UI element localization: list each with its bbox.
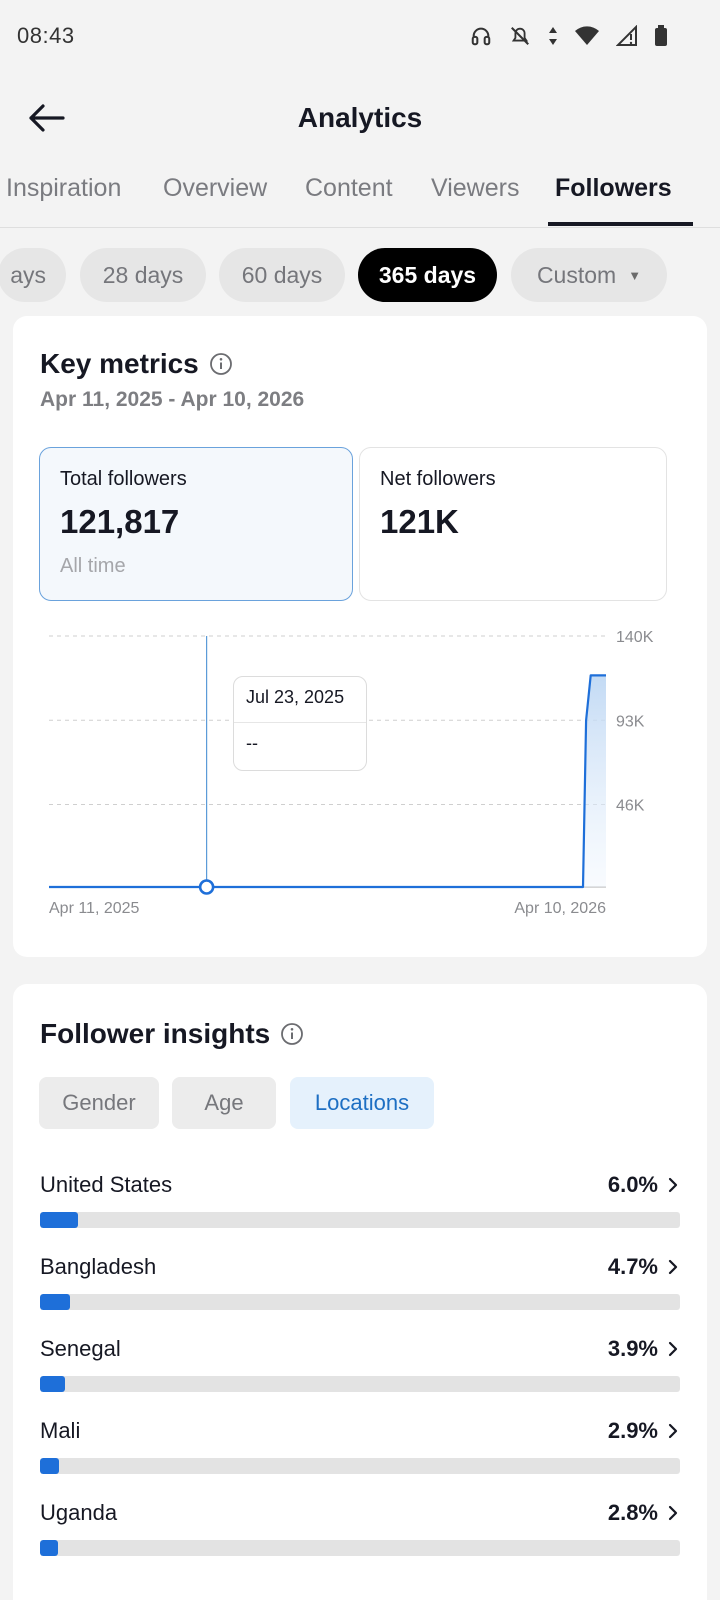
tab-viewers[interactable]: Viewers <box>431 174 520 202</box>
metric-value: 121,817 <box>60 503 180 540</box>
range-chip-28-days[interactable]: 28 days <box>80 248 206 302</box>
segment-age[interactable]: Age <box>172 1077 276 1129</box>
location-bar-fill <box>40 1540 58 1556</box>
y-tick-label: 93K <box>616 713 645 730</box>
followers-chart-svg: 140K 93K 46K Apr 11, 2025 Apr 10, 2026 <box>49 629 654 917</box>
signal-icon <box>616 25 638 47</box>
chevron-right-icon <box>666 1256 680 1278</box>
chevron-right-icon <box>666 1174 680 1196</box>
headphones-icon <box>470 25 492 47</box>
range-chip-label: 365 days <box>378 261 477 288</box>
range-chip-7-days[interactable]: ays <box>0 248 66 302</box>
key-metrics-title: Key metrics <box>40 348 199 379</box>
back-button[interactable] <box>24 98 68 138</box>
location-percent: 2.8% <box>607 1500 658 1525</box>
x-tick-label: Apr 11, 2025 <box>49 900 140 917</box>
x-tick-label: Apr 10, 2026 <box>514 900 606 917</box>
location-row[interactable]: Senegal 3.9% <box>40 1336 680 1412</box>
status-time: 08:43 <box>17 23 75 48</box>
location-percent: 3.9% <box>607 1336 658 1361</box>
location-name: Senegal <box>40 1336 121 1361</box>
insights-title: Follower insights <box>40 1018 271 1049</box>
followers-chart: 140K 93K 46K Apr 11, 2025 Apr 10, 2026 Jul 2… <box>13 616 707 946</box>
location-percent: 2.9% <box>607 1418 658 1443</box>
status-bar: 08:43 <box>0 0 720 72</box>
total-followers-card[interactable]: Total followers 121,817 All time <box>39 447 353 601</box>
tooltip-divider <box>234 722 366 723</box>
chart-tooltip: Jul 23, 2025 -- <box>233 676 367 771</box>
tab-active-indicator <box>548 222 693 226</box>
app-header: Analytics <box>0 80 720 156</box>
location-bar-fill <box>40 1458 59 1474</box>
range-chip-custom[interactable]: Custom ▼ <box>511 248 667 302</box>
battery-icon <box>654 25 668 47</box>
data-arrows-icon <box>548 25 558 47</box>
metric-label: Total followers <box>60 468 187 490</box>
key-metrics-heading: Key metrics <box>40 348 233 380</box>
tooltip-date: Jul 23, 2025 <box>246 687 345 707</box>
location-bar-track <box>40 1376 680 1392</box>
series-line <box>49 674 606 889</box>
chevron-right-icon <box>666 1502 680 1524</box>
caret-down-icon: ▼ <box>628 267 642 283</box>
location-row[interactable]: United States 6.0% <box>40 1172 680 1248</box>
location-bar-fill <box>40 1212 79 1228</box>
segment-label: Locations <box>314 1090 410 1115</box>
chevron-right-icon <box>666 1420 680 1442</box>
tab-overview[interactable]: Overview <box>163 174 268 202</box>
tab-content[interactable]: Content <box>305 174 393 202</box>
location-bar-track <box>40 1540 680 1556</box>
location-row[interactable]: Mali 2.9% <box>40 1418 680 1494</box>
metric-label: Net followers <box>380 468 496 490</box>
tab-inspiration[interactable]: Inspiration <box>6 174 122 202</box>
range-chip-365-days[interactable]: 365 days <box>358 248 497 302</box>
range-chip-60-days[interactable]: 60 days <box>219 248 345 302</box>
location-name: Uganda <box>40 1500 118 1525</box>
page-title: Analytics <box>297 102 423 133</box>
location-name: Mali <box>40 1418 81 1443</box>
location-percent: 4.7% <box>607 1254 658 1279</box>
arrow-left-icon <box>29 104 65 132</box>
segment-gender[interactable]: Gender <box>39 1077 159 1129</box>
segment-label: Gender <box>62 1090 136 1115</box>
status-icons <box>470 25 668 47</box>
tooltip-value: -- <box>246 733 258 753</box>
metric-value: 121K <box>380 503 459 540</box>
metric-subtext: All time <box>60 555 126 577</box>
mute-icon <box>508 25 532 47</box>
chevron-right-icon <box>666 1338 680 1360</box>
segment-label: Age <box>204 1090 244 1115</box>
location-name: United States <box>40 1172 173 1197</box>
location-bar-fill <box>40 1376 65 1392</box>
range-chip-label: 28 days <box>102 261 184 288</box>
location-bar-track <box>40 1458 680 1474</box>
y-tick-label: 46K <box>616 798 645 815</box>
location-name: Bangladesh <box>40 1254 157 1279</box>
location-bar-track <box>40 1294 680 1310</box>
location-row[interactable]: Uganda 2.8% <box>40 1500 680 1576</box>
analytics-tabs: Inspiration Overview Content Viewers Fol… <box>0 160 720 228</box>
range-chip-label: Custom <box>536 261 617 288</box>
insights-heading: Follower insights <box>40 1018 304 1050</box>
range-chip-label: 60 days <box>241 261 323 288</box>
location-percent: 6.0% <box>607 1172 658 1197</box>
tab-followers[interactable]: Followers <box>555 174 672 202</box>
wifi-icon <box>574 26 600 46</box>
date-range: Apr 11, 2025 - Apr 10, 2026 <box>40 388 305 411</box>
info-icon[interactable] <box>280 1022 304 1046</box>
range-chip-label: ays <box>10 261 46 288</box>
segment-locations[interactable]: Locations <box>290 1077 434 1129</box>
chart-cursor-point <box>198 879 215 895</box>
info-icon[interactable] <box>209 352 233 376</box>
follower-insights-card: Follower insights Gender Age Locations U… <box>13 984 707 1600</box>
net-followers-card[interactable]: Net followers 121K <box>359 447 667 601</box>
key-metrics-card: Key metrics Apr 11, 2025 - Apr 10, 2026 … <box>13 316 707 957</box>
y-tick-label: 140K <box>616 629 654 646</box>
location-bar-fill <box>40 1294 71 1310</box>
location-row[interactable]: Bangladesh 4.7% <box>40 1254 680 1330</box>
location-bar-track <box>40 1212 680 1228</box>
